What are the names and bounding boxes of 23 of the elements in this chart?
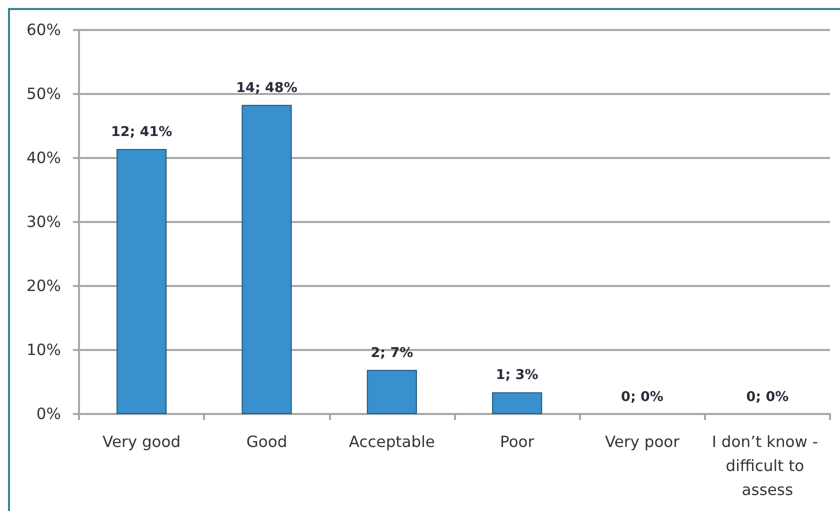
x-tick-label: Very poor [604,433,680,451]
y-tick-label: 50% [26,85,61,103]
y-tick-label: 20% [26,277,61,295]
bar [492,392,542,414]
y-tick-label: 0% [36,405,61,423]
data-label: 14; 48% [236,80,298,96]
data-label: 12; 41% [110,124,173,140]
x-tick-label: Poor [500,433,535,451]
data-label: 1; 3% [496,367,539,384]
y-tick-label: 30% [26,213,61,231]
x-tick-label: I don’t know - difficult to assess [712,433,823,499]
bar [116,149,167,414]
y-tick-label: 10% [26,341,61,359]
data-label: 0; 0% [746,389,790,405]
data-label: 0; 0% [621,389,664,405]
x-tick-label: Very good [102,433,181,451]
x-tick-label: Good [246,433,288,451]
x-tick-label: Acceptable [348,433,435,451]
bar [366,370,417,414]
y-tick-label: 40% [26,149,61,167]
y-tick-label: 60% [26,21,61,39]
data-label: 2; 7% [370,344,414,361]
bar [242,104,292,414]
